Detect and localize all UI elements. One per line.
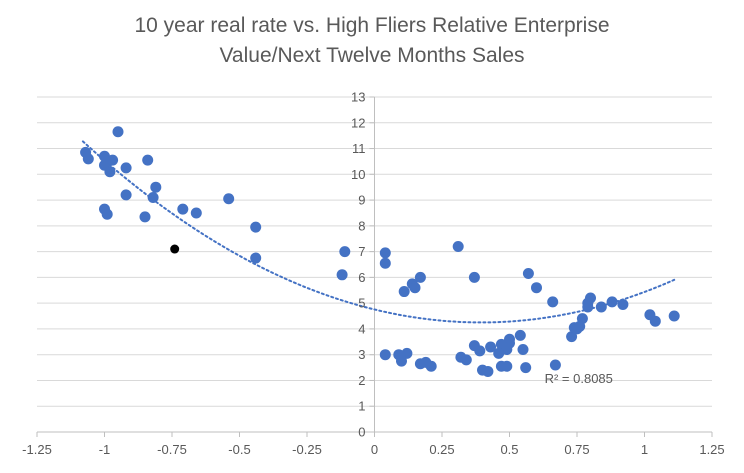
trendline [81,140,676,324]
r-squared-label: R² = 0.8085 [545,371,613,386]
y-tick-label: 13 [351,90,365,105]
trendline-layer [81,140,676,324]
data-point [520,362,532,374]
data-point [547,296,559,308]
data-point [223,193,235,205]
data-point [336,269,348,281]
data-point [177,203,189,215]
data-point [401,347,413,359]
x-tick-label: 1.25 [699,442,724,457]
data-point [82,153,94,165]
data-point [485,341,497,353]
data-point [398,286,410,298]
y-tick-label: 3 [358,347,365,362]
data-point [595,301,607,313]
y-tick-label: 11 [352,141,366,156]
data-point [522,268,534,280]
data-point [501,360,513,372]
highlight-point [170,244,180,254]
data-point [101,208,113,220]
data-point [668,310,680,322]
chart-title-line-2: Value/Next Twelve Months Sales [219,44,525,67]
data-point [250,221,262,233]
y-tick-label: 6 [358,270,365,285]
x-tick-label: 0.75 [564,442,589,457]
data-point [517,344,529,356]
y-tick-label: 7 [358,244,365,259]
x-tick-label: -0.5 [228,442,250,457]
y-tick-label: 0 [358,425,365,440]
data-point [606,296,618,308]
labels-layer: -1.25 -1 -0.75 -0.5 -0.25 0 0.25 0.5 0.75 1 1.25 0 1… [22,90,724,458]
data-point [379,349,391,361]
data-point [112,126,124,138]
y-tick-label: 1 [358,399,365,414]
data-point [379,247,391,259]
x-tick-label: -1.25 [22,442,52,457]
data-point [531,282,542,294]
data-point [452,240,464,252]
x-tick-label: -1 [99,442,111,457]
data-point [409,282,421,294]
data-point [147,192,159,203]
data-point [142,154,154,166]
axis-layer [36,96,713,437]
data-point [414,271,426,283]
data-point [585,292,596,304]
data-point [460,354,472,366]
data-point [425,360,437,372]
data-point [150,181,162,193]
y-tick-label: 9 [358,193,365,208]
y-tick-label: 4 [358,321,365,336]
data-point [104,166,116,178]
data-point [617,298,629,310]
data-point [566,331,578,343]
data-point [379,257,391,269]
data-points-layer [80,126,680,377]
data-point [250,252,262,264]
data-point [649,315,661,327]
data-point [474,345,486,357]
chart-title-line-1: 10 year real rate vs. High Fliers Relati… [134,14,610,37]
data-point [120,189,132,201]
x-tick-label: 0.5 [500,442,518,457]
data-point [493,347,505,359]
x-tick-label: 0 [371,442,378,457]
data-point [120,162,132,174]
data-point [139,211,151,223]
data-point [190,207,202,219]
y-tick-label: 2 [358,373,365,388]
y-tick-label: 12 [351,115,365,130]
y-tick-label: 10 [351,167,365,182]
data-point [574,320,586,332]
x-tick-label: -0.25 [292,442,322,457]
data-point [339,246,351,258]
x-tick-label: 0.25 [429,442,454,457]
data-point [107,154,119,166]
y-tick-label: 8 [358,218,365,233]
data-point [514,329,526,341]
data-point [468,271,480,283]
data-point [396,355,407,367]
x-tick-label: -0.75 [157,442,187,457]
data-point [482,365,494,377]
y-tick-label: 5 [358,296,365,311]
data-point [549,359,561,371]
x-tick-label: 1 [641,442,648,457]
data-point [582,301,594,313]
